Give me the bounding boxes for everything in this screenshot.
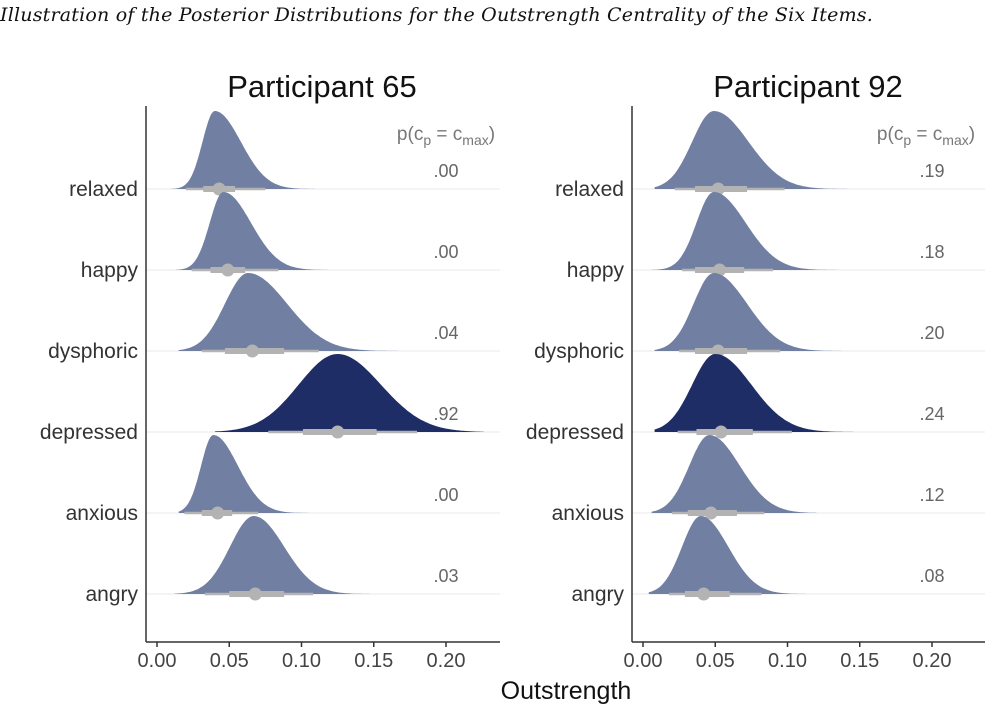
ridge-dysphoric: dysphoric .04 xyxy=(48,273,500,363)
ridge-angry: angry .08 xyxy=(571,516,985,606)
point-estimate xyxy=(221,263,235,277)
probability-label: .24 xyxy=(919,404,944,424)
probability-label: .04 xyxy=(433,323,458,343)
prob-header-part: ) xyxy=(969,124,975,145)
x-tick-label: 0.15 xyxy=(840,650,879,672)
ridge-happy: happy .00 xyxy=(81,192,500,282)
x-axis-label: Outstrength xyxy=(501,677,632,705)
category-label: happy xyxy=(81,259,139,282)
x-tick-label: 0.00 xyxy=(138,650,177,672)
x-tick-label: 0.10 xyxy=(282,650,321,672)
prob-header-part: max xyxy=(942,132,968,148)
ridge-happy: happy .18 xyxy=(567,192,985,282)
category-label: anxious xyxy=(552,502,624,525)
density-relaxed xyxy=(171,111,324,189)
density-depressed xyxy=(654,354,875,432)
ridge-anxious: anxious .00 xyxy=(66,435,500,525)
ridge-dysphoric: dysphoric .20 xyxy=(534,273,985,363)
point-estimate xyxy=(211,506,225,520)
panel-title: Participant 92 xyxy=(713,69,903,104)
prob-header: p(cp = cmax) xyxy=(397,124,495,148)
point-estimate xyxy=(245,344,259,358)
category-label: dysphoric xyxy=(48,340,138,363)
x-tick-label: 0.20 xyxy=(913,650,952,672)
density-relaxed xyxy=(654,111,860,189)
figure-caption: Illustration of the Posterior Distributi… xyxy=(0,4,873,26)
probability-label: .00 xyxy=(433,485,458,505)
x-tick-label: 0.05 xyxy=(210,650,249,672)
ridge-angry: angry .03 xyxy=(85,516,500,606)
panel-participant-92: Participant 92 p(cp = cmax) relaxed .19 happ… xyxy=(526,69,985,672)
density-angry xyxy=(174,516,374,594)
prob-header-part: = c xyxy=(911,124,942,145)
prob-header-part: p xyxy=(903,132,911,148)
ridge-relaxed: relaxed .00 xyxy=(69,111,500,201)
category-label: angry xyxy=(85,583,138,606)
probability-label: .19 xyxy=(919,161,944,181)
prob-header: p(cp = cmax) xyxy=(877,124,975,148)
category-label: relaxed xyxy=(555,178,624,201)
x-tick-label: 0.10 xyxy=(768,650,807,672)
x-tick-label: 0.05 xyxy=(696,650,735,672)
density-anxious xyxy=(651,435,817,513)
density-depressed xyxy=(214,354,484,432)
density-angry xyxy=(648,516,817,594)
ridge-depressed: depressed .24 xyxy=(526,354,985,444)
panel-title: Participant 65 xyxy=(227,69,417,104)
probability-label: .92 xyxy=(433,404,458,424)
category-label: depressed xyxy=(40,421,138,444)
ridge-anxious: anxious .12 xyxy=(552,435,985,525)
point-estimate xyxy=(212,182,226,196)
prob-header-part: max xyxy=(462,132,488,148)
point-estimate xyxy=(248,587,262,601)
prob-header-part: p(c xyxy=(397,124,423,145)
category-label: relaxed xyxy=(69,178,138,201)
category-label: angry xyxy=(571,583,624,606)
density-happy xyxy=(175,192,328,270)
category-label: depressed xyxy=(526,421,624,444)
panel-participant-65: Participant 65p(cp = cmax)relaxed.00happ… xyxy=(40,69,500,672)
density-dysphoric xyxy=(654,273,846,351)
density-anxious xyxy=(178,435,319,513)
probability-label: .00 xyxy=(433,242,458,262)
x-tick-label: 0.20 xyxy=(427,650,466,672)
point-estimate xyxy=(704,506,718,520)
probability-label: .03 xyxy=(433,566,458,586)
category-label: anxious xyxy=(66,502,138,525)
point-estimate xyxy=(697,587,711,601)
probability-label: .18 xyxy=(919,242,944,262)
probability-label: .08 xyxy=(919,566,944,586)
ridge-depressed: depressed .92 xyxy=(40,354,500,444)
point-estimate xyxy=(331,425,345,439)
prob-header-part: p(c xyxy=(877,124,903,145)
x-tick-label: 0.00 xyxy=(624,650,663,672)
point-estimate xyxy=(713,263,727,277)
category-label: happy xyxy=(567,259,625,282)
prob-header-part: ) xyxy=(489,124,495,145)
prob-header-part: = c xyxy=(431,124,462,145)
point-estimate xyxy=(714,425,728,439)
x-tick-label: 0.15 xyxy=(354,650,393,672)
category-label: dysphoric xyxy=(534,340,624,363)
density-happy xyxy=(651,192,839,270)
probability-label: .00 xyxy=(433,161,458,181)
density-dysphoric xyxy=(178,273,403,351)
probability-label: .12 xyxy=(919,485,944,505)
probability-label: .20 xyxy=(919,323,944,343)
prob-header-part: p xyxy=(423,132,431,148)
